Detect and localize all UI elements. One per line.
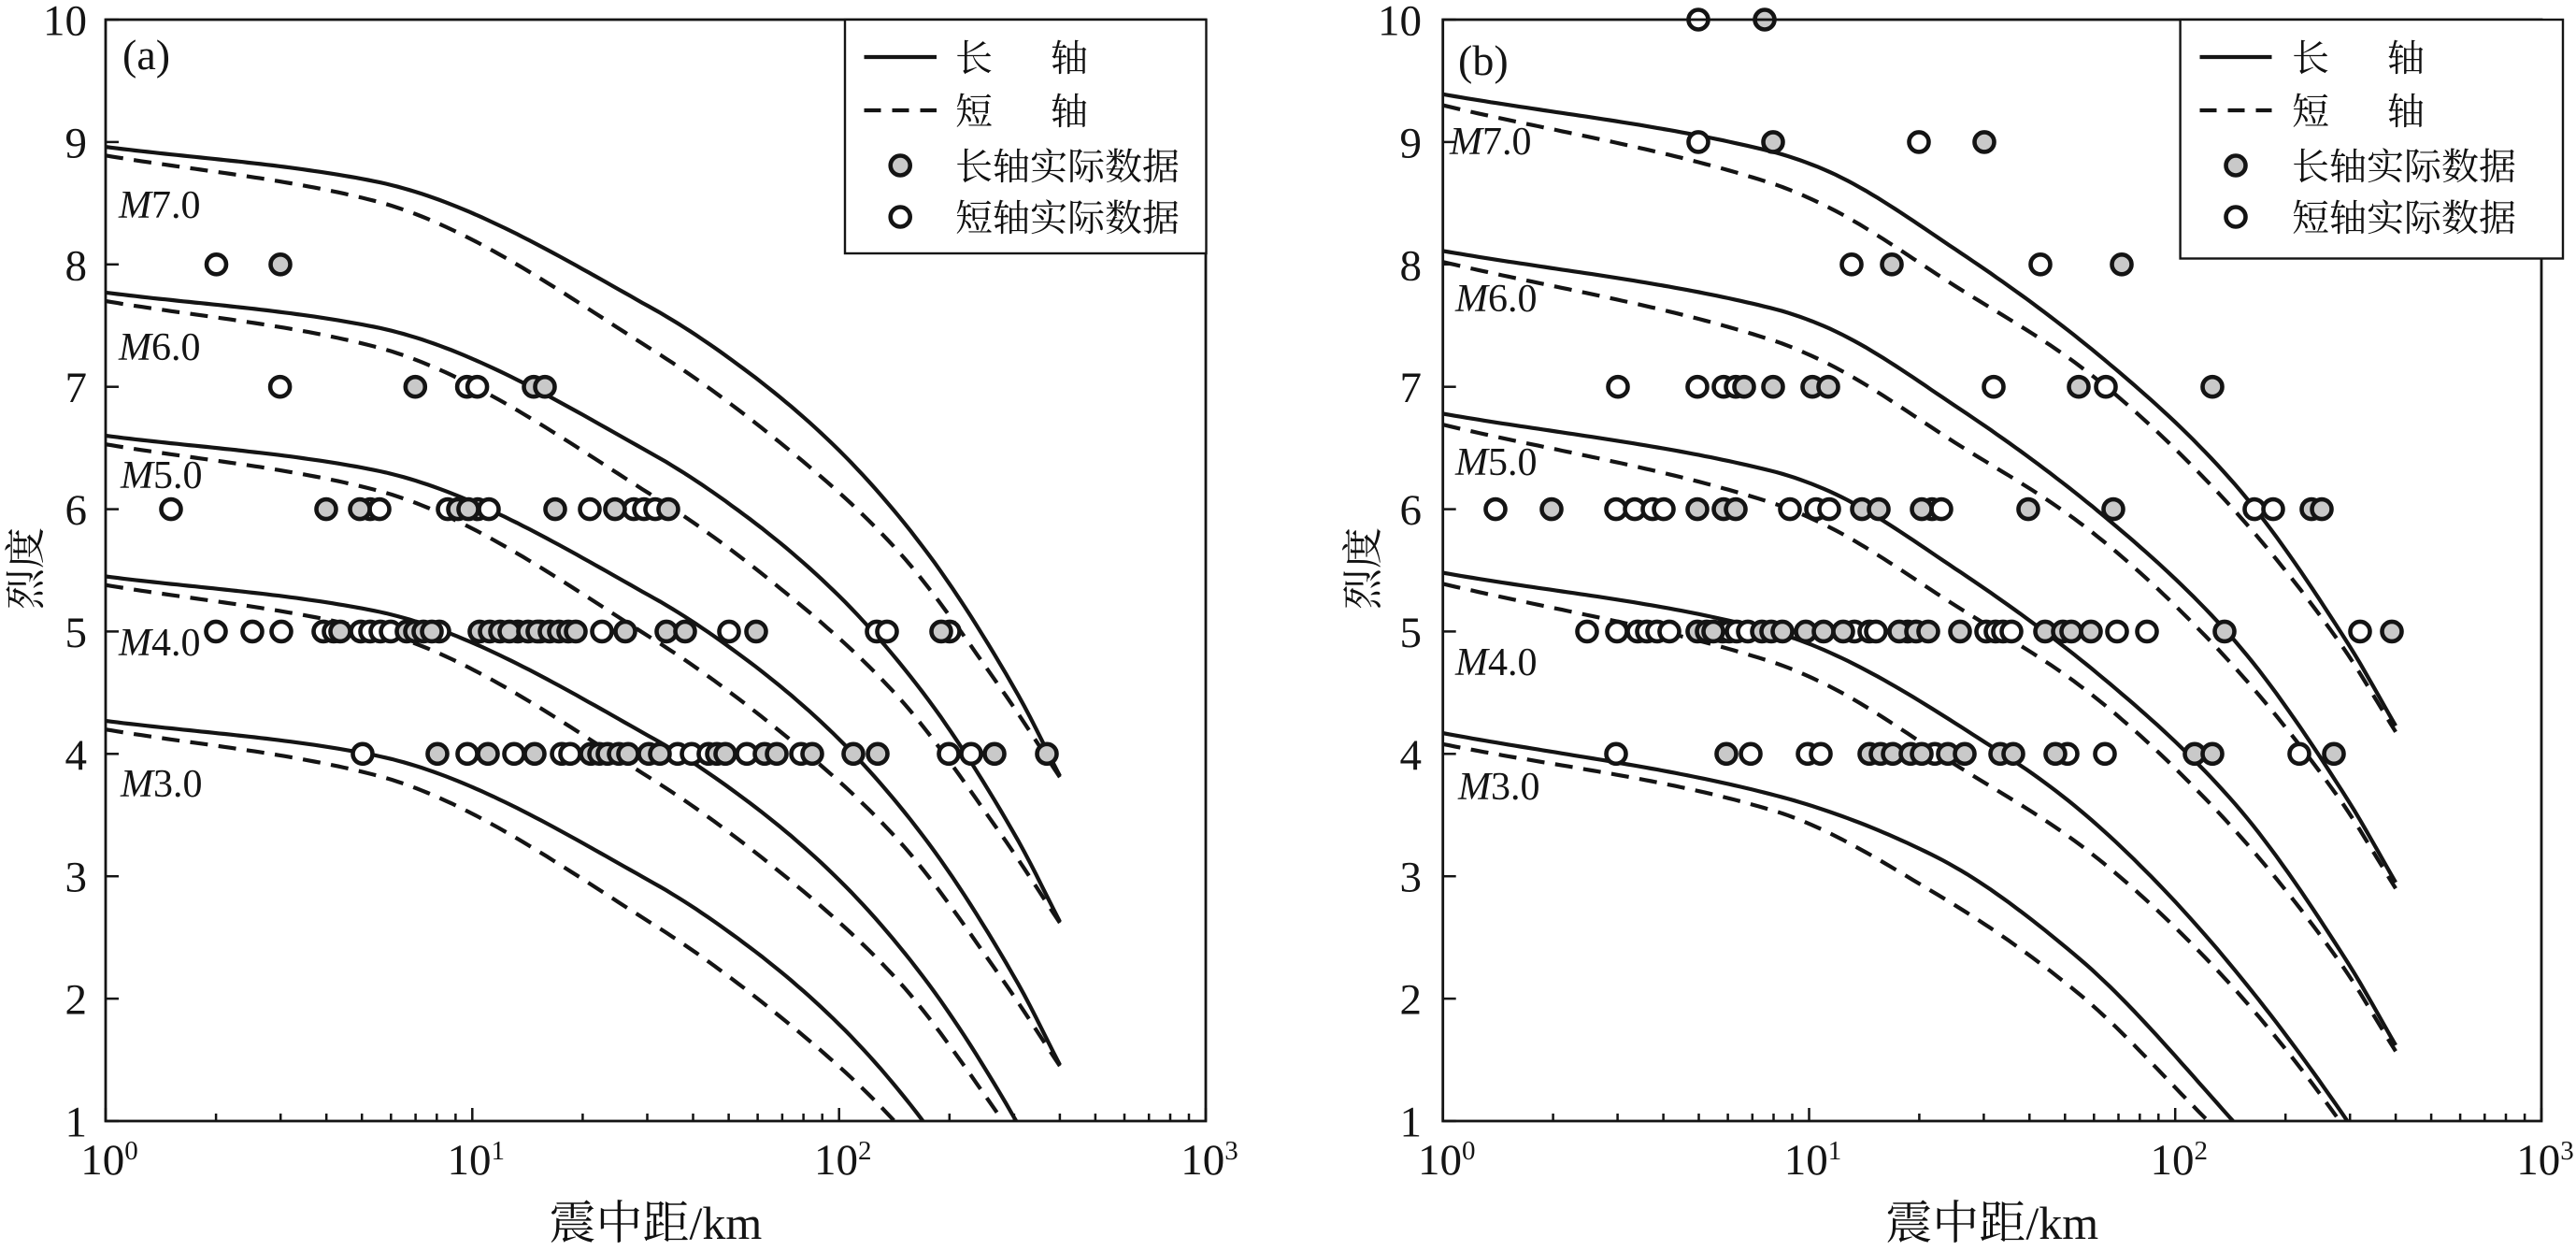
svg-text:6: 6: [65, 486, 88, 535]
svg-text:M5.0: M5.0: [120, 454, 203, 497]
svg-text:5: 5: [65, 609, 88, 657]
svg-text:101: 101: [448, 1136, 506, 1185]
svg-text:7: 7: [1400, 364, 1423, 412]
svg-text:M7.0: M7.0: [118, 184, 201, 227]
svg-text:8: 8: [65, 241, 88, 290]
svg-text:10: 10: [1378, 0, 1422, 46]
svg-text:2: 2: [1400, 976, 1423, 1025]
svg-text:1: 1: [1400, 1099, 1423, 1147]
svg-text:M6.0: M6.0: [1454, 278, 1538, 321]
svg-text:7: 7: [65, 364, 88, 412]
svg-text:M6.0: M6.0: [118, 326, 201, 369]
svg-text:10: 10: [43, 0, 87, 46]
svg-text:(a): (a): [122, 31, 170, 79]
svg-text:4: 4: [65, 731, 88, 780]
svg-text:3: 3: [1400, 854, 1423, 902]
svg-text:M3.0: M3.0: [120, 763, 203, 806]
svg-text:/km: /km: [690, 1197, 763, 1246]
svg-text:M7.0: M7.0: [1449, 121, 1532, 164]
svg-text:(b): (b): [1458, 36, 1509, 84]
svg-text:3: 3: [65, 854, 88, 902]
svg-text:M4.0: M4.0: [118, 622, 201, 665]
svg-text:M4.0: M4.0: [1454, 641, 1538, 684]
svg-text:4: 4: [1400, 731, 1423, 780]
svg-text:5: 5: [1400, 609, 1423, 657]
svg-text:/km: /km: [2025, 1197, 2098, 1246]
svg-text:9: 9: [1400, 119, 1423, 167]
svg-text:2: 2: [65, 976, 88, 1025]
svg-text:M5.0: M5.0: [1454, 441, 1538, 484]
svg-text:1: 1: [65, 1099, 88, 1147]
svg-text:9: 9: [65, 119, 88, 167]
svg-text:8: 8: [1400, 241, 1423, 290]
svg-text:M3.0: M3.0: [1457, 766, 1540, 809]
svg-text:6: 6: [1400, 486, 1423, 535]
